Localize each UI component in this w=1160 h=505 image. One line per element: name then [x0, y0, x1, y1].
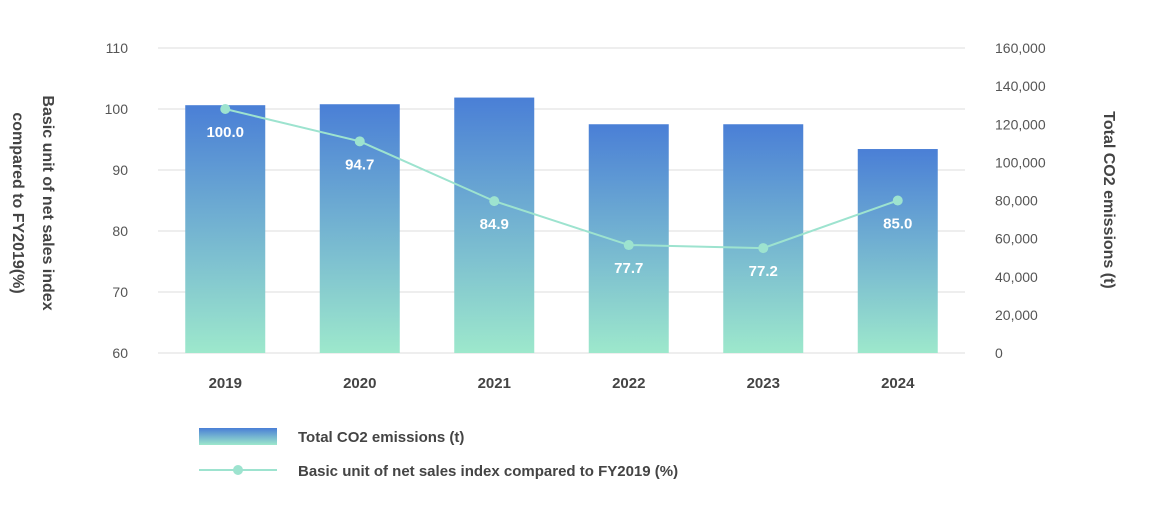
left-axis-title-line2: compared to FY2019(%)	[9, 112, 26, 293]
index-point-2024	[892, 195, 903, 206]
x-tick-label: 2020	[343, 375, 376, 392]
index-point-2019	[220, 104, 231, 114]
left-tick-label: 70	[112, 284, 128, 300]
right-tick-label: 60,000	[995, 231, 1038, 247]
bar-co2-2021	[454, 97, 535, 353]
index-point-2020	[354, 136, 365, 147]
left-tick-label: 80	[112, 223, 128, 239]
bar-co2-2024	[857, 149, 938, 353]
index-line	[220, 104, 903, 254]
index-data-label: 77.2	[749, 263, 778, 280]
right-tick-label: 160,000	[995, 40, 1046, 56]
index-point-2021	[489, 196, 500, 207]
bar-co2-2022	[588, 124, 669, 353]
index-point-2023	[758, 243, 769, 254]
legend-line-label: Basic unit of net sales index compared t…	[298, 463, 678, 480]
legend: Total CO2 emissions (t) Basic unit of ne…	[199, 428, 678, 480]
right-tick-label: 80,000	[995, 193, 1038, 209]
x-tick-label: 2019	[209, 375, 242, 392]
right-tick-label: 140,000	[995, 78, 1046, 94]
x-tick-label: 2024	[881, 375, 915, 392]
index-data-label: 85.0	[883, 216, 912, 233]
legend-bar-label: Total CO2 emissions (t)	[298, 429, 464, 446]
index-data-label: 77.7	[614, 260, 643, 277]
index-data-label: 100.0	[206, 124, 244, 141]
index-data-label: 84.9	[480, 216, 509, 233]
x-tick-label: 2021	[478, 375, 511, 392]
left-axis-title-line1: Basic unit of net sales index	[39, 95, 56, 310]
index-line-path	[225, 108, 899, 250]
x-tick-label: 2023	[747, 375, 780, 392]
index-point-2022	[623, 240, 634, 251]
right-tick-label: 100,000	[995, 154, 1046, 170]
left-tick-label: 90	[112, 162, 128, 178]
right-tick-label: 120,000	[995, 116, 1046, 132]
legend-line-marker	[233, 465, 243, 475]
gridlines	[158, 47, 965, 354]
left-tick-label: 100	[105, 101, 129, 117]
right-tick-label: 20,000	[995, 307, 1038, 323]
index-data-label: 94.7	[345, 156, 374, 173]
data-labels: 100.0 94.7 84.9 77.7 77.2 85.0	[206, 124, 912, 280]
right-tick-label: 0	[995, 345, 1003, 361]
left-tick-label: 60	[112, 345, 128, 361]
legend-bar-swatch	[199, 428, 277, 445]
x-tick-label: 2022	[612, 375, 645, 392]
bar-co2-2019	[185, 105, 266, 353]
right-axis-title: Total CO2 emissions (t)	[1100, 111, 1117, 289]
right-tick-label: 40,000	[995, 269, 1038, 285]
left-tick-label: 110	[106, 40, 129, 56]
axes: 60 70 80 90 100 110 0 20,000 40,000 60,000 80,000 1…	[105, 40, 1046, 392]
